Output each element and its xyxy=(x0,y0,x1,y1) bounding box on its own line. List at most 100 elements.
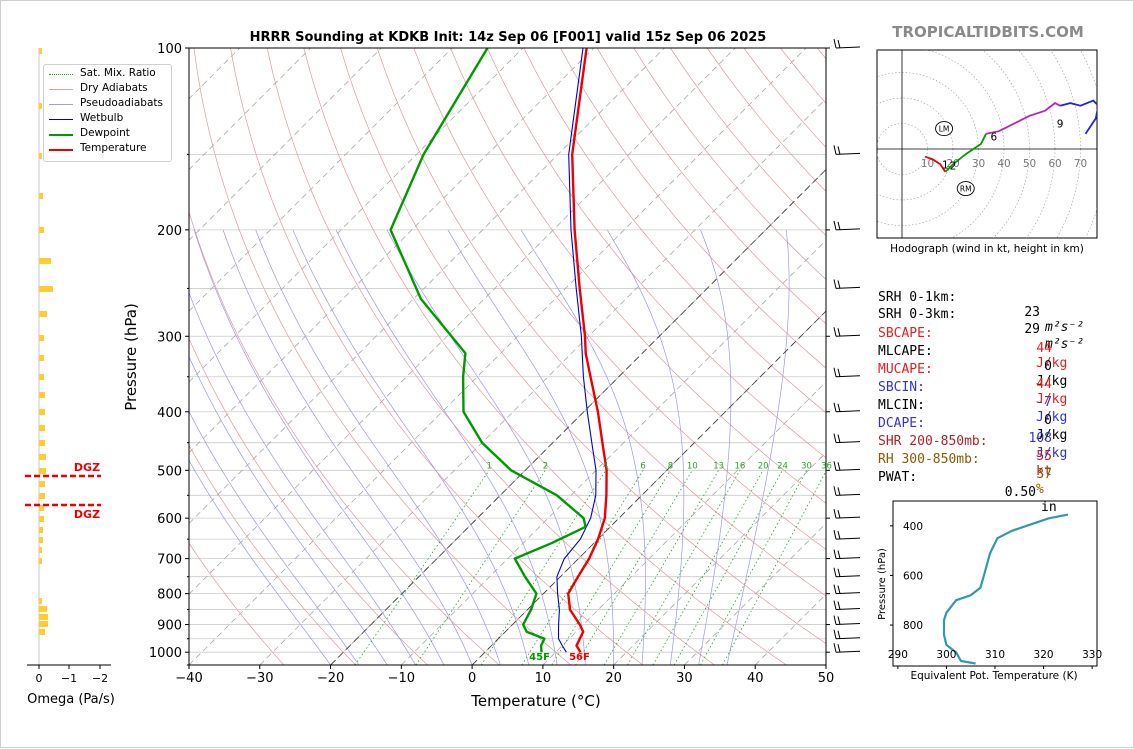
wind-barb-flag xyxy=(838,586,840,594)
x-tick-label: 50 xyxy=(818,671,835,686)
stat-rh: RH 300-850mb: 37 % xyxy=(878,437,1108,455)
isotherm-line xyxy=(118,48,735,665)
hodograph-height-marker: 9 xyxy=(1057,119,1064,131)
wind-barb-flag xyxy=(834,585,836,594)
x-axis-label: Temperature (°C) xyxy=(470,692,600,710)
wind-barb-flag xyxy=(834,550,836,559)
y-tick-label: 300 xyxy=(157,330,182,345)
omega-bar xyxy=(39,598,42,604)
wind-barb-flag xyxy=(838,531,840,539)
hodograph-caption: Hodograph (wind in kt, height in km) xyxy=(890,243,1084,255)
mixing-ratio-label: 8 xyxy=(668,461,673,471)
wind-barb-flag xyxy=(834,279,836,288)
stat-mlcin: MLCIN: 0 J/kg xyxy=(878,383,1108,401)
omega-bar xyxy=(39,516,44,522)
legend-swatch xyxy=(49,119,73,120)
stat-shear: SHR 200-850mb: 55 kt xyxy=(878,419,1108,437)
theta-e-x-tick-label: 290 xyxy=(888,649,908,661)
legend-entry-pseudoadiabats: Pseudoadiabats xyxy=(44,97,171,112)
theta-e-y-label: Pressure (hPa) xyxy=(877,548,888,620)
mixing-ratio-label: 24 xyxy=(777,461,788,471)
omega-bar xyxy=(39,440,45,446)
wind-barb-flag xyxy=(834,509,836,518)
wind-barb-flag xyxy=(838,369,840,377)
omega-bar xyxy=(39,621,48,627)
omega-bar xyxy=(39,311,47,317)
omega-bar xyxy=(39,355,44,361)
x-tick-label: −40 xyxy=(175,671,202,686)
x-tick-label: 0 xyxy=(468,671,476,686)
dry-adiabat-line xyxy=(267,48,714,665)
stat-label: PWAT: xyxy=(878,470,917,485)
legend-entry-dewpoint: Dewpoint xyxy=(44,127,171,142)
wind-barb-flag xyxy=(834,39,836,48)
wind-barb-flag xyxy=(838,404,840,412)
legend-label: Temperature xyxy=(80,142,147,154)
y-tick-label: 700 xyxy=(157,553,182,568)
pseudoadiabat-line xyxy=(699,230,731,665)
surface-temperature-label: 56F xyxy=(569,652,590,663)
theta-e-y-tick-label: 800 xyxy=(903,620,923,632)
wind-barb-flag xyxy=(834,568,836,577)
y-tick-label: 900 xyxy=(157,619,182,634)
dry-adiabat-line xyxy=(157,48,499,665)
wind-barb-flag xyxy=(834,601,836,610)
omega-bar xyxy=(39,493,45,499)
isotherm-line xyxy=(189,48,806,665)
omega-bar xyxy=(39,258,51,264)
omega-axis-label: Omega (Pa/s) xyxy=(27,692,115,707)
wind-barb-flag xyxy=(838,617,840,625)
mixing-ratio-label: 1 xyxy=(486,461,491,471)
temperature-profile xyxy=(568,48,606,652)
hodograph-frame xyxy=(877,50,1097,238)
theta-e-x-tick-label: 320 xyxy=(1034,649,1054,661)
legend-entry-sat-mix-ratio: Sat. Mix. Ratio xyxy=(44,67,171,82)
x-tick-label: 10 xyxy=(535,671,552,686)
dgz-label: DGZ xyxy=(74,461,100,474)
omega-bar xyxy=(39,227,44,233)
brand-watermark: TROPICALTIDBITS.COM xyxy=(892,23,1084,41)
dry-adiabat-line xyxy=(377,48,930,665)
omega-tick-label: 0 xyxy=(36,672,43,685)
y-tick-label: 100 xyxy=(157,42,182,57)
hodograph-ring-label: 50 xyxy=(1023,158,1036,170)
pseudoadiabat-line xyxy=(293,230,529,665)
theta-e-x-tick-label: 330 xyxy=(1082,649,1102,661)
hodograph-ring-label: 40 xyxy=(997,158,1010,170)
omega-tick-label: −1 xyxy=(61,672,77,685)
hodograph-ring-label: 70 xyxy=(1074,158,1087,170)
omega-bar xyxy=(39,629,45,635)
mixing-ratio-line xyxy=(481,470,606,665)
stat-mlcape: MLCAPE: 0 J/kg xyxy=(878,329,1108,347)
wind-barb-flag xyxy=(834,461,836,470)
mixing-ratio-line xyxy=(722,470,826,665)
storm-motion-label: RM xyxy=(960,185,972,194)
wetbulb-profile xyxy=(557,48,596,652)
omega-bar xyxy=(39,606,47,612)
wind-barb-flag xyxy=(838,569,840,577)
x-tick-label: −10 xyxy=(388,671,415,686)
wind-barb-flag xyxy=(838,222,840,230)
legend: Sat. Mix. Ratio Dry Adiabats Pseudoadiab… xyxy=(43,64,172,162)
omega-bar xyxy=(39,374,44,380)
omega-bar xyxy=(39,335,44,341)
dry-adiabat-line xyxy=(194,48,571,665)
wind-barb-flag xyxy=(838,551,840,559)
y-axis-label: Pressure (hPa) xyxy=(122,303,140,411)
wind-barb-flag xyxy=(838,487,840,495)
pseudoadiabat-line xyxy=(256,230,501,665)
mixing-ratio-label: 6 xyxy=(640,461,645,471)
wind-barb-flag xyxy=(834,616,836,625)
y-tick-label: 200 xyxy=(157,224,182,239)
mixing-ratio-label: 36 xyxy=(821,461,832,471)
isotherm-line xyxy=(260,48,877,665)
omega-bar xyxy=(39,392,45,398)
omega-bar xyxy=(39,614,48,620)
y-tick-label: 800 xyxy=(157,588,182,603)
wind-barb-flag xyxy=(838,602,840,610)
wind-barb-flag xyxy=(834,643,836,652)
y-tick-label: 1000 xyxy=(149,646,182,661)
wind-barb-flag xyxy=(834,530,836,539)
